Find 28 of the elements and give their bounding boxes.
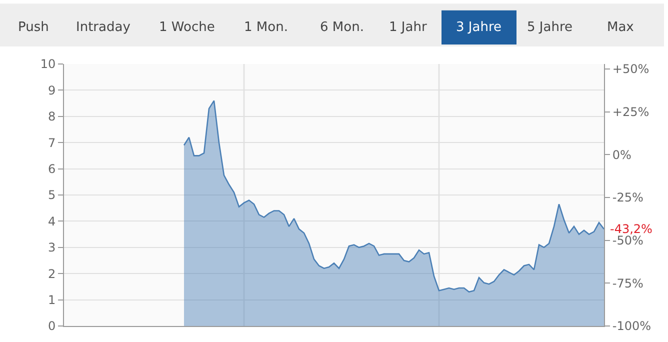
y-tick-label: 4 [48,214,56,228]
y-tick-label: 1 [48,293,56,307]
text: 5 Jahre [527,20,572,35]
y2-tick-label: -50% [612,234,644,248]
y-tick-label: 0 [48,319,56,334]
y-tick-label: 9 [48,83,56,98]
text: 1 Woche [159,20,215,35]
y2-tick-label: -25% [612,190,644,205]
y2-tick-label: -75% [612,276,644,290]
y-tick-label: 5 [48,188,56,202]
text: Push [18,20,49,35]
text: 3 Jahre [456,20,502,35]
y-tick-label: 2 [48,266,56,281]
y-tick-label: 6 [48,162,56,176]
y2-tick-label: +50% [612,62,650,76]
text: Intraday [76,20,131,35]
text: -43,2% [610,222,652,236]
text: 1 Jahr [389,20,428,35]
y2-tick-label: -100% [612,319,652,334]
y-tick-label: 8 [48,110,56,124]
y-tick-label: 7 [48,136,56,150]
text: Max [607,20,634,35]
y2-tick-label: +25% [612,105,650,120]
text: 6 Mon. [320,20,364,35]
y-tick-label: 10 [40,57,56,72]
y-tick-label: 3 [48,240,56,255]
text: 1 Mon. [244,20,288,35]
y2-tick-label: 0% [612,148,632,162]
